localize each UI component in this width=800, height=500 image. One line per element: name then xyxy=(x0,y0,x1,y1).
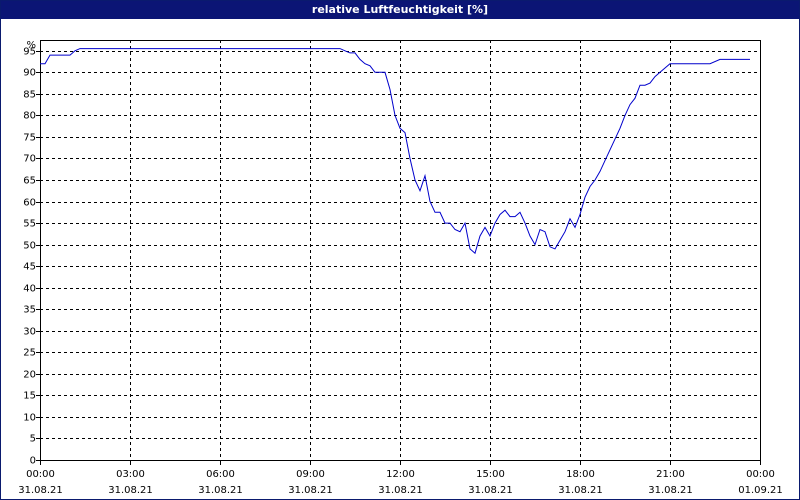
y-tick-label: 25 xyxy=(23,348,36,359)
x-tick-time-label: 15:00 xyxy=(476,469,505,480)
x-tick-time-label: 03:00 xyxy=(116,469,145,480)
y-tick-label: 90 xyxy=(23,68,36,79)
x-tick-time-label: 00:00 xyxy=(746,469,775,480)
x-tick-date-label: 31.08.21 xyxy=(288,485,333,496)
y-tick-label: 30 xyxy=(23,327,36,338)
x-tick-date-label: 31.08.21 xyxy=(468,485,513,496)
y-tick-label: 20 xyxy=(23,370,36,381)
x-tick-date-label: 31.08.21 xyxy=(108,485,153,496)
y-tick-label: 95 xyxy=(23,47,36,58)
chart-title: relative Luftfeuchtigkeit [%] xyxy=(1,1,799,19)
y-tick-label: 55 xyxy=(23,219,36,230)
y-tick-label: 10 xyxy=(23,413,36,424)
y-tick-label: 5 xyxy=(30,434,36,445)
y-tick-label: 75 xyxy=(23,133,36,144)
x-tick-time-label: 18:00 xyxy=(566,469,595,480)
x-tick-time-label: 06:00 xyxy=(206,469,235,480)
x-tick-date-label: 31.08.21 xyxy=(18,485,63,496)
y-tick-label: 60 xyxy=(23,198,36,209)
grid-layer xyxy=(40,40,760,460)
y-tick-label: 45 xyxy=(23,262,36,273)
x-tick-date-label: 31.08.21 xyxy=(558,485,603,496)
y-tick-label: 80 xyxy=(23,111,36,122)
y-tick-label: 40 xyxy=(23,284,36,295)
x-tick-time-label: 12:00 xyxy=(386,469,415,480)
x-tick-date-label: 01.09.21 xyxy=(738,485,783,496)
humidity-series-line xyxy=(40,48,750,255)
x-tick-time-label: 21:00 xyxy=(656,469,685,480)
y-tick-label: 50 xyxy=(23,241,36,252)
y-tick-label: 0 xyxy=(30,456,36,467)
y-axis-unit-label: % xyxy=(26,40,36,51)
series-layer xyxy=(40,48,750,255)
plot-area-border xyxy=(40,40,761,461)
x-tick-time-label: 00:00 xyxy=(26,469,55,480)
y-tick-label: 85 xyxy=(23,90,36,101)
y-tick-label: 15 xyxy=(23,391,36,402)
x-tick-date-label: 31.08.21 xyxy=(198,485,243,496)
y-tick-label: 70 xyxy=(23,154,36,165)
x-tick-time-label: 09:00 xyxy=(296,469,325,480)
tick-label-layer: 0 5 10 15 20 25 30 35 40 45 50 55 60 65 70 75 80 85 90 95 00… xyxy=(18,47,783,497)
x-tick-date-label: 31.08.21 xyxy=(648,485,693,496)
axis-layer xyxy=(36,40,761,465)
y-tick-label: 35 xyxy=(23,305,36,316)
y-tick-label: 65 xyxy=(23,176,36,187)
x-tick-date-label: 31.08.21 xyxy=(378,485,423,496)
